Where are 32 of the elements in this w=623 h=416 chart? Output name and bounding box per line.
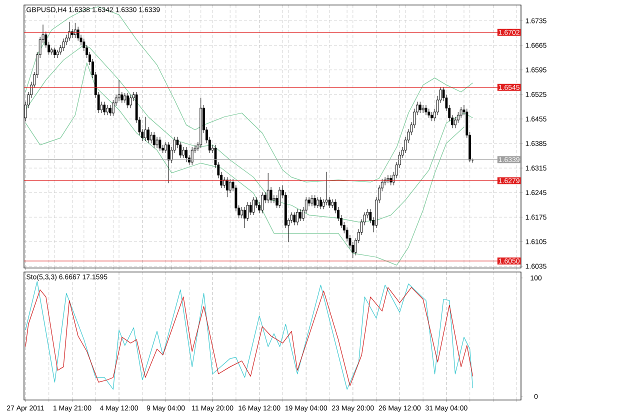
candlestick xyxy=(156,136,158,148)
candlestick xyxy=(290,212,293,224)
candlestick xyxy=(244,206,246,228)
candlestick xyxy=(234,184,238,212)
candlestick xyxy=(424,104,428,116)
candlestick xyxy=(352,242,354,258)
candlestick xyxy=(430,112,434,122)
candlestick xyxy=(200,98,202,148)
candlestick xyxy=(460,106,462,118)
candlestick xyxy=(144,116,147,142)
candlestick xyxy=(422,104,424,114)
candlestick xyxy=(293,212,296,226)
candlestick xyxy=(158,136,162,152)
candlestick xyxy=(328,196,331,208)
candlestick xyxy=(386,174,390,184)
candlestick xyxy=(62,38,65,52)
candlestick xyxy=(152,132,156,148)
candlestick xyxy=(82,38,86,52)
candlestick xyxy=(120,92,124,104)
candlestick xyxy=(308,196,310,207)
candlestick xyxy=(74,22,76,38)
candlestick xyxy=(252,196,255,216)
candlestick xyxy=(369,208,372,224)
candlestick xyxy=(59,44,62,56)
candlestick xyxy=(44,31,48,48)
candlestick xyxy=(118,80,120,102)
candlestick xyxy=(310,194,314,207)
candlestick xyxy=(270,186,272,204)
candlestick xyxy=(331,199,334,208)
line-series xyxy=(25,6,474,182)
candlestick xyxy=(366,208,369,218)
candlestick xyxy=(346,227,348,242)
